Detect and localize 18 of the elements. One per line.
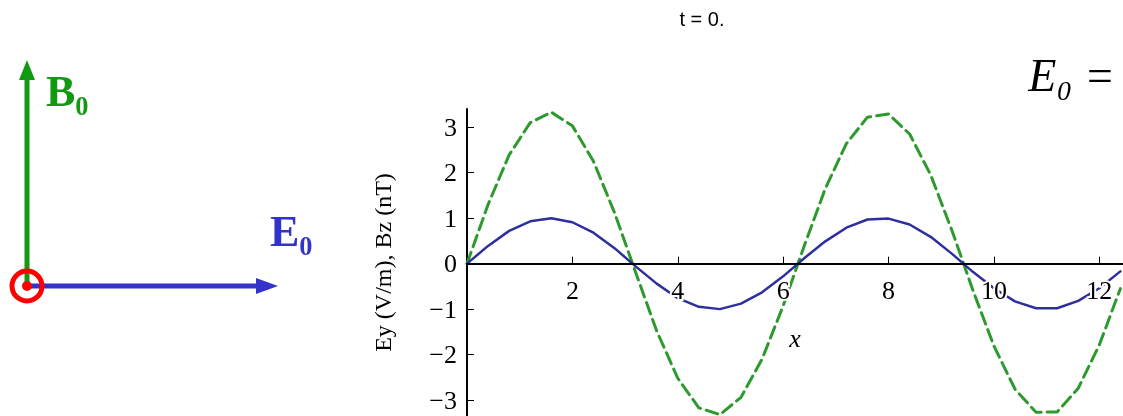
y-tick-label: 1 (444, 203, 457, 233)
y-axis-title: Ey (V/m), Bz (nT) (370, 173, 396, 352)
y-tick-label: 2 (444, 158, 457, 188)
line-series (465, 110, 1122, 416)
y-tick-label: −1 (429, 294, 457, 324)
text: E₀ (270, 207, 313, 256)
line-series (465, 216, 1122, 311)
y-tick-label: −2 (429, 340, 457, 370)
text: B₀ (46, 67, 89, 116)
x-axis-title: x (788, 324, 802, 354)
x-tick-label: 8 (882, 276, 896, 306)
x-tick-label: 2 (565, 276, 579, 306)
y-tick-label: 3 (444, 112, 457, 142)
y-tick-label: 0 (444, 249, 457, 279)
x-tick-label: 6 (776, 276, 790, 306)
chart-title: t = 0. (679, 8, 725, 30)
text: E₀ = (1027, 49, 1116, 101)
y-tick-label: −3 (429, 385, 457, 415)
